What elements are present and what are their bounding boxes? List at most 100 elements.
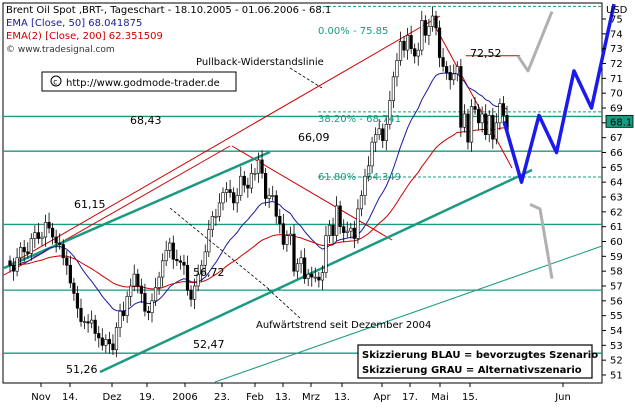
scenario-legend-box (357, 344, 593, 379)
y-tick-label: 74 (610, 29, 623, 40)
candle (36, 222, 40, 244)
candle (320, 265, 325, 290)
candle-body (196, 273, 200, 287)
candle (253, 168, 257, 181)
level-5247-label: 52,47 (193, 338, 225, 351)
candle-body (47, 221, 51, 229)
x-tick-label: 13. (275, 392, 291, 403)
x-tick-label: 13. (334, 392, 350, 403)
candle-body (434, 15, 438, 29)
candle-body (8, 260, 12, 266)
candle (427, 19, 431, 45)
candle-body (175, 258, 179, 262)
candle (256, 152, 261, 183)
candle-body (413, 48, 417, 57)
candle-body (153, 287, 158, 302)
candle (43, 214, 48, 247)
candle (72, 277, 76, 301)
candle-body (256, 159, 261, 174)
candle (228, 179, 232, 198)
candle-body (168, 242, 172, 251)
candle (82, 316, 87, 330)
candle (122, 301, 126, 321)
copyright-glyph: c (53, 77, 57, 86)
candle-body (164, 250, 168, 262)
candle-body (193, 285, 197, 300)
candle-body (82, 321, 87, 323)
candle (200, 260, 204, 282)
candle-body (65, 257, 69, 266)
candle-body (228, 189, 232, 193)
candle (476, 104, 481, 131)
candle-body (224, 189, 229, 193)
candle-body (437, 27, 442, 58)
candle-body (253, 172, 257, 175)
candle-body (79, 307, 83, 322)
candle (356, 199, 360, 244)
candle-body (402, 40, 406, 51)
level-7252-label: 72,52 (470, 47, 502, 60)
candle (313, 267, 317, 283)
candle (132, 264, 136, 292)
candle-body (395, 60, 399, 78)
y-tick-label: 70 (610, 89, 623, 100)
candle-body (278, 215, 282, 225)
candle-body (157, 276, 161, 288)
candle (295, 258, 300, 279)
source-url[interactable]: http://www.godmode-trader.de (66, 78, 220, 89)
candle (54, 229, 58, 253)
candle-body (19, 247, 23, 259)
candle-body (15, 257, 19, 272)
candle-body (260, 159, 264, 174)
candle (8, 255, 12, 273)
y-tick-label: 69 (610, 104, 623, 115)
candle-body (235, 195, 239, 204)
candle (136, 268, 140, 294)
candle-body (185, 264, 190, 291)
candle-body (366, 165, 371, 177)
candle (338, 200, 342, 235)
candle (388, 90, 392, 130)
candle (93, 314, 97, 341)
last-price-label: 68.1 (610, 117, 632, 128)
candle (33, 225, 37, 249)
candle (210, 211, 214, 238)
candle (168, 237, 172, 258)
candle-body (132, 273, 136, 287)
candle-body (43, 221, 48, 238)
plot-area (2, 2, 603, 384)
candle (455, 61, 459, 82)
lower-uptrend-line (214, 245, 603, 383)
candle (182, 254, 186, 275)
candle-body (498, 103, 502, 124)
x-tick-label: 2006 (172, 392, 197, 403)
title-line: Brent Oil Spot ,BRT-, Tageschart - 18.10… (6, 5, 331, 16)
candle (203, 244, 207, 275)
candle (480, 106, 484, 133)
candle-body (274, 195, 278, 217)
candle-body (292, 233, 296, 272)
y-tick-label: 54 (610, 326, 623, 337)
legend-gray-text: Skizzierung GRAU = Alternativszenario (362, 365, 582, 376)
candle (125, 291, 129, 324)
candle-body (171, 242, 175, 260)
candle-body (462, 113, 467, 128)
candle-body (271, 195, 275, 197)
candle (267, 188, 271, 209)
source-box (41, 71, 237, 92)
pullback-pointer (289, 67, 323, 89)
candle (146, 306, 151, 321)
candle (196, 264, 200, 292)
candle-body (111, 343, 115, 351)
candle-body (90, 319, 94, 324)
candle-body (494, 122, 498, 140)
ema50-line-label: EMA [Close, 50] 68.041875 (6, 18, 142, 29)
candle (303, 248, 307, 284)
candle (157, 271, 161, 295)
candle-body (349, 227, 353, 232)
candle (423, 15, 427, 43)
candle-body (217, 202, 222, 217)
scenario-gray-upper-path (516, 11, 554, 73)
uptrend-label: Aufwärtstrend seit Dezember 2004 (256, 320, 431, 331)
candle-body (239, 175, 243, 196)
